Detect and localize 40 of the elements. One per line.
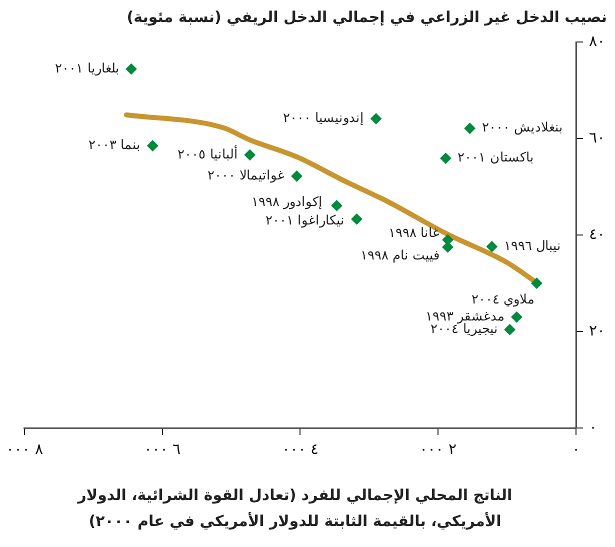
x-tick-label: ٦ ٠٠٠ — [144, 440, 181, 458]
annotation: بنغلاديش ٢٠٠٠ — [482, 120, 563, 136]
y-tick-label: ٢٠ — [589, 321, 605, 340]
point — [291, 170, 302, 182]
point — [511, 312, 522, 323]
x-tick-label: ٤ ٠٠٠ — [282, 440, 319, 458]
annotation: إكوادور ١٩٩٨ — [252, 194, 323, 210]
y-tick-label: ٠ — [589, 418, 597, 436]
point — [531, 278, 542, 289]
point — [440, 152, 452, 164]
point — [126, 64, 137, 75]
annotation: باكستان ٢٠٠١ — [458, 150, 534, 166]
point — [147, 140, 158, 152]
point — [504, 324, 516, 336]
annotation: مدغشقر ١٩٩٣ — [426, 309, 505, 324]
annotation: نيكاراغوا ٢٠٠١ — [266, 213, 345, 228]
point — [464, 122, 476, 134]
annotation: ملاوي ٢٠٠٤ — [472, 292, 535, 308]
annotation: ألبانيا ٢٠٠٥ — [178, 145, 238, 162]
annotation: بنما ٢٠٠٣ — [88, 138, 141, 154]
annotation: غانا ١٩٩٨ — [388, 226, 440, 242]
annotation: نيبال ١٩٩٦ — [504, 238, 562, 254]
point — [244, 149, 256, 160]
annotation: فييت نام ١٩٩٨ — [360, 248, 440, 264]
point — [486, 241, 498, 252]
point — [442, 242, 454, 253]
x-tick-label: ٢ ٠٠٠ — [420, 440, 456, 458]
x-tick-label: ٨ ٠٠٠ — [6, 440, 43, 458]
y-tick-label: ٨٠ — [589, 32, 605, 50]
point — [351, 214, 362, 225]
point — [331, 200, 342, 212]
y-axis-title: نصيب الدخل غير الزراعي في إجمالي الدخل الريفي (نسبة مئوية) — [126, 8, 607, 26]
y-tick-label: ٤٠ — [589, 224, 605, 243]
annotation: غواتيمالا ٢٠٠٠ — [208, 168, 285, 184]
x-axis-title: الناتج المحلي الإجمالي للفرد (تعادل القوة الشرائية، الدولار الأمريكي، بالقيمة الثابتة للدولار الأمريكي في عام ٢٠٠٠) — [76, 485, 514, 532]
y-tick-label: ٦٠ — [589, 128, 605, 146]
annotation: بلغاريا ٢٠٠١ — [55, 61, 120, 76]
point — [370, 113, 382, 124]
x-tick-label: ٠ — [572, 440, 580, 458]
annotation: إندونيسيا ٢٠٠٠ — [282, 111, 364, 126]
